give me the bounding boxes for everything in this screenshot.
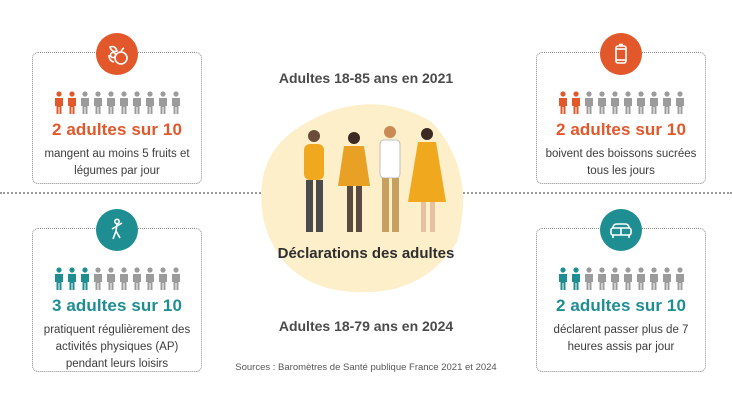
stat-text: 2 adultes sur 10: [555, 120, 687, 139]
adult-figure-4: [408, 128, 446, 232]
center-label: Déclarations des adultes: [277, 245, 455, 262]
person-icon: [636, 267, 645, 290]
sources-note: Sources : Baromètres de Santé publique F…: [235, 362, 497, 373]
fruits-badge: [96, 33, 138, 75]
stat-text: 2 adultes sur 10: [555, 296, 687, 315]
person-icon: [610, 267, 619, 290]
soda-can-icon: [615, 43, 627, 64]
card-fruits: 2 adultes sur 10 mangent au moins 5 frui…: [32, 33, 202, 184]
card-activity: 3 adultes sur 10 pratiquent régulièremen…: [32, 209, 202, 372]
person-icon: [675, 91, 684, 114]
person-icon: [158, 267, 167, 290]
sitting-badge: [600, 209, 642, 251]
person-icon: [171, 267, 180, 290]
drinks-badge: [600, 33, 642, 75]
person-icon: [171, 91, 180, 114]
person-icon: [106, 91, 115, 114]
person-icon-highlighted: [571, 267, 580, 290]
person-icon: [662, 267, 671, 290]
card-sitting: 2 adultes sur 10 déclarent passer plus d…: [536, 209, 706, 372]
stat-text: 2 adultes sur 10: [51, 120, 183, 139]
person-icon: [158, 91, 167, 114]
center-illustration: [261, 104, 464, 293]
title-2021: Adultes 18-85 ans en 2021: [278, 70, 454, 86]
person-icon: [623, 91, 632, 114]
people-row: [537, 91, 705, 115]
person-icon: [649, 91, 658, 114]
person-icon: [106, 267, 115, 290]
person-icon: [93, 267, 102, 290]
description: pratiquent régulièrement des activités p…: [43, 324, 191, 370]
person-icon: [675, 267, 684, 290]
person-icon: [597, 91, 606, 114]
person-icon: [145, 91, 154, 114]
person-icon: [119, 91, 128, 114]
description: déclarent passer plus de 7 heures assis …: [553, 324, 689, 353]
person-icon: [93, 91, 102, 114]
fruits-icon: [108, 45, 128, 65]
person-icon: [132, 91, 141, 114]
person-icon: [132, 267, 141, 290]
description: mangent au moins 5 fruits et légumes par…: [44, 148, 190, 177]
person-icon: [119, 267, 128, 290]
person-icon-highlighted: [80, 267, 89, 290]
adult-figure-1: [304, 130, 324, 232]
person-icon: [145, 267, 154, 290]
person-icon-highlighted: [558, 267, 567, 290]
person-icon-highlighted: [54, 91, 63, 114]
stat-text: 3 adultes sur 10: [51, 296, 183, 315]
person-icon-highlighted: [571, 91, 580, 114]
adult-figure-2: [338, 132, 370, 232]
person-icon-highlighted: [54, 267, 63, 290]
person-icon: [597, 267, 606, 290]
person-icon-highlighted: [558, 91, 567, 114]
exercise-icon: [111, 218, 123, 240]
card-drinks: 2 adultes sur 10 boivent des boissons su…: [536, 33, 706, 184]
person-icon-highlighted: [67, 267, 76, 290]
people-row: [33, 91, 201, 115]
title-2024: Adultes 18-79 ans en 2024: [278, 318, 454, 334]
person-icon: [662, 91, 671, 114]
person-icon: [584, 91, 593, 114]
person-icon: [80, 91, 89, 114]
person-icon: [636, 91, 645, 114]
person-icon-highlighted: [67, 91, 76, 114]
people-row: [537, 267, 705, 291]
adult-figure-3: [379, 126, 401, 232]
sofa-icon: [610, 223, 632, 238]
person-icon: [584, 267, 593, 290]
description: boivent des boissons sucrées tous les jo…: [545, 148, 697, 177]
person-icon: [610, 91, 619, 114]
person-icon: [623, 267, 632, 290]
person-icon: [649, 267, 658, 290]
people-row: [33, 267, 201, 291]
activity-badge: [96, 209, 138, 251]
